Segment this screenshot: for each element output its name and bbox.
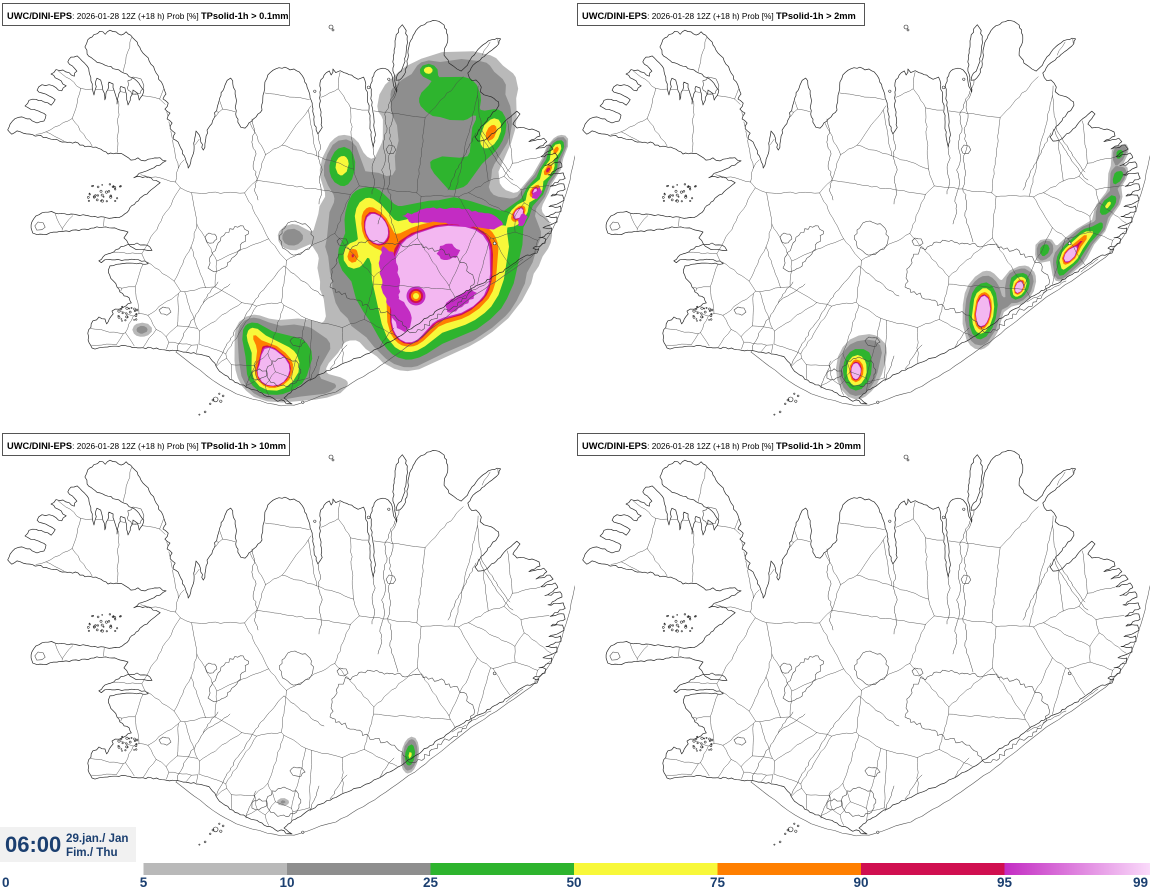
svg-text:UWC/DINI-EPS: 2026-01-28 12Z (: UWC/DINI-EPS: 2026-01-28 12Z (+18 h) Pro…	[7, 441, 286, 451]
svg-text:Fim./ Thu: Fim./ Thu	[66, 846, 118, 859]
svg-text:29.jan./ Jan: 29.jan./ Jan	[66, 832, 129, 845]
svg-text:10: 10	[279, 875, 294, 890]
svg-text:UWC/DINI-EPS: 2026-01-28 12Z (: UWC/DINI-EPS: 2026-01-28 12Z (+18 h) Pro…	[582, 11, 856, 21]
svg-text:75: 75	[710, 875, 726, 890]
svg-text:0: 0	[2, 875, 10, 890]
svg-text:5: 5	[140, 875, 148, 890]
svg-text:95: 95	[997, 875, 1013, 890]
svg-text:50: 50	[566, 875, 581, 890]
svg-text:99: 99	[1133, 875, 1148, 890]
svg-text:06:00: 06:00	[5, 832, 61, 857]
svg-text:UWC/DINI-EPS: 2026-01-28 12Z (: UWC/DINI-EPS: 2026-01-28 12Z (+18 h) Pro…	[582, 441, 861, 451]
svg-text:25: 25	[423, 875, 439, 890]
svg-text:UWC/DINI-EPS: 2026-01-28 12Z (: UWC/DINI-EPS: 2026-01-28 12Z (+18 h) Pro…	[7, 11, 289, 21]
svg-text:90: 90	[853, 875, 868, 890]
